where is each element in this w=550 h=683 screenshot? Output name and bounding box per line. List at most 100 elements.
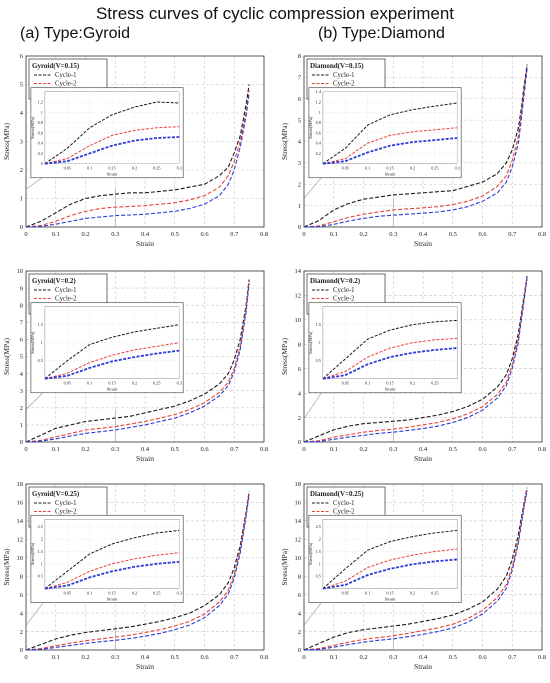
x-tick-label: 0.7 (508, 231, 517, 238)
inset-x-tick-label: 0.1 (365, 591, 370, 596)
y-tick-label: 0 (298, 647, 301, 654)
inset-x-tick-label: 0.05 (64, 381, 71, 386)
x-tick-label: 0.1 (330, 654, 338, 661)
x-tick-label: 0.1 (52, 446, 60, 453)
inset-frame (308, 514, 462, 603)
inset-series-line (322, 548, 458, 590)
inset-x-tick-label: 0.2 (410, 381, 415, 386)
series-line-cycle-3 (303, 68, 528, 228)
inset-x-tick-label: 0.05 (342, 591, 349, 596)
inset-x-axis-label: Strain (107, 172, 118, 177)
x-tick-label: 0.5 (449, 231, 457, 238)
legend-title: Gyroid(V=0.2) (32, 277, 76, 285)
y-tick-label: 10 (295, 555, 302, 562)
legend-title: Diamond(V=0.25) (310, 490, 364, 498)
inset-y-tick-label: 2 (41, 537, 43, 542)
y-tick-label: 0 (298, 439, 301, 446)
inset-series-line (44, 349, 180, 380)
x-tick-label: 0 (24, 654, 27, 661)
y-tick-label: 6 (298, 592, 302, 599)
inset-y-tick-label: 1 (319, 110, 321, 115)
inset-series-line (44, 560, 180, 590)
inset-y-tick-label: 0.4 (316, 141, 322, 146)
legend-label: Cycle-1 (55, 500, 77, 507)
inset-y-tick-label: 0.5 (38, 574, 43, 579)
x-tick-label: 0.8 (538, 654, 546, 661)
x-tick-label: 0.8 (538, 446, 546, 453)
inset-y-axis-label: Stress(MPa) (30, 542, 35, 565)
inset-series-line (322, 319, 458, 380)
legend-label: Cycle-1 (333, 72, 355, 79)
inset-series-line (322, 102, 458, 165)
y-tick-label: 12 (295, 537, 302, 544)
series-line-cycle-2 (25, 493, 250, 651)
x-tick-label: 0 (24, 231, 27, 238)
y-tick-label: 10 (295, 317, 302, 324)
inset: 0.05 0.1 0.15 0.2 0.25 0.3 0 0.2 0.4 0.6 0.8 1 1.2 St… (25, 87, 184, 227)
inset-x-tick-label: 0.1 (87, 591, 92, 596)
inset-y-tick-label: 2 (319, 537, 321, 542)
y-tick-label: 1 (298, 203, 301, 210)
legend-label: Cycle-2 (333, 509, 355, 516)
inset-series-line (44, 552, 180, 590)
inset-y-tick-label: 1.2 (316, 99, 321, 104)
inset-x-tick-label: 0.3 (177, 166, 182, 171)
inset-x-axis-label: Strain (107, 387, 118, 392)
inset-x-tick-label: 0.05 (64, 591, 71, 596)
x-tick-label: 0.2 (81, 231, 89, 238)
inset: 0.05 0.1 0.15 0.2 0.25 0.3 0.5 1 1.5 2 2.5 Strain St… (25, 514, 184, 650)
y-tick-label: 3 (298, 160, 301, 167)
y-tick-label: 7 (20, 320, 24, 327)
inset-x-tick-label: 0.15 (108, 591, 115, 596)
legend-title: Diamond(V=0.15) (310, 62, 364, 70)
legend-label: Cycle-2 (55, 509, 77, 516)
y-tick-label: 16 (17, 500, 24, 507)
inset-series-line (44, 529, 180, 589)
inset-series-line (44, 324, 180, 380)
y-tick-label: 6 (20, 592, 24, 599)
x-tick-label: 0 (302, 654, 305, 661)
inset-series-line (44, 126, 180, 165)
y-tick-label: 7 (298, 75, 302, 82)
x-tick-label: 0.7 (230, 654, 239, 661)
inset-y-tick-label: 0.5 (316, 574, 321, 579)
y-tick-label: 2 (298, 181, 301, 188)
inset-connector (25, 390, 46, 410)
inset-series-line (44, 342, 180, 380)
inset-y-tick-label: 1.2 (38, 99, 43, 104)
y-tick-label: 4 (20, 371, 24, 378)
x-axis-label: Strain (414, 239, 432, 248)
x-tick-label: 0.6 (200, 446, 209, 453)
y-axis-label: Stress(MPa) (2, 122, 11, 160)
series-line-cycle-2 (303, 277, 528, 443)
x-tick-label: 0.3 (389, 654, 397, 661)
x-tick-label: 0.8 (538, 231, 546, 238)
x-tick-label: 0.7 (230, 231, 239, 238)
series-line-cycle-2 (25, 281, 250, 443)
inset-y-axis-label: Stress(MPa) (308, 331, 313, 354)
y-tick-label: 4 (20, 610, 24, 617)
x-axis-label: Strain (414, 662, 432, 671)
inset-x-tick-label: 0.15 (108, 166, 115, 171)
y-tick-label: 5 (298, 117, 301, 124)
series-line-cycle-2 (303, 489, 528, 651)
inset-series-line (44, 101, 180, 165)
plot-frame (303, 483, 543, 651)
legend-label: Cycle-1 (333, 287, 355, 294)
inset-frame (30, 302, 184, 394)
x-tick-label: 0.4 (141, 446, 150, 453)
y-tick-label: 0 (20, 224, 23, 231)
inset-x-tick-label: 0.1 (87, 381, 92, 386)
x-tick-label: 0.3 (111, 446, 119, 453)
y-axis-label: Stress(MPa) (280, 548, 289, 586)
y-tick-label: 2 (298, 415, 301, 422)
x-tick-label: 0.4 (419, 654, 428, 661)
x-tick-label: 0.4 (141, 231, 150, 238)
inset-series-line (322, 558, 458, 590)
y-tick-label: 8 (298, 53, 301, 60)
inset-y-tick-label: 0.2 (316, 151, 321, 156)
inset-x-tick-label: 0.2 (410, 591, 415, 596)
inset-x-tick-label: 0.1 (87, 166, 92, 171)
inset-x-tick-label: 0.2 (132, 591, 137, 596)
inset-y-tick-label: 0.6 (38, 130, 43, 135)
